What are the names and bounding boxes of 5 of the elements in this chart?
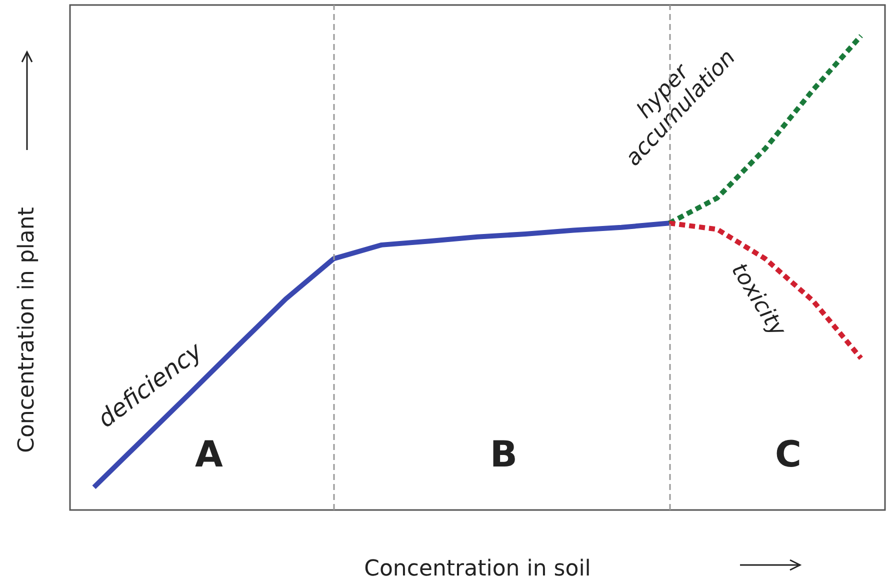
annotation: B	[490, 434, 518, 476]
annotation: C	[775, 434, 802, 476]
x-axis-title: Concentration in soil	[364, 556, 591, 582]
y-axis-title: Concentration in plant	[14, 206, 40, 453]
annotation: A	[195, 434, 223, 476]
